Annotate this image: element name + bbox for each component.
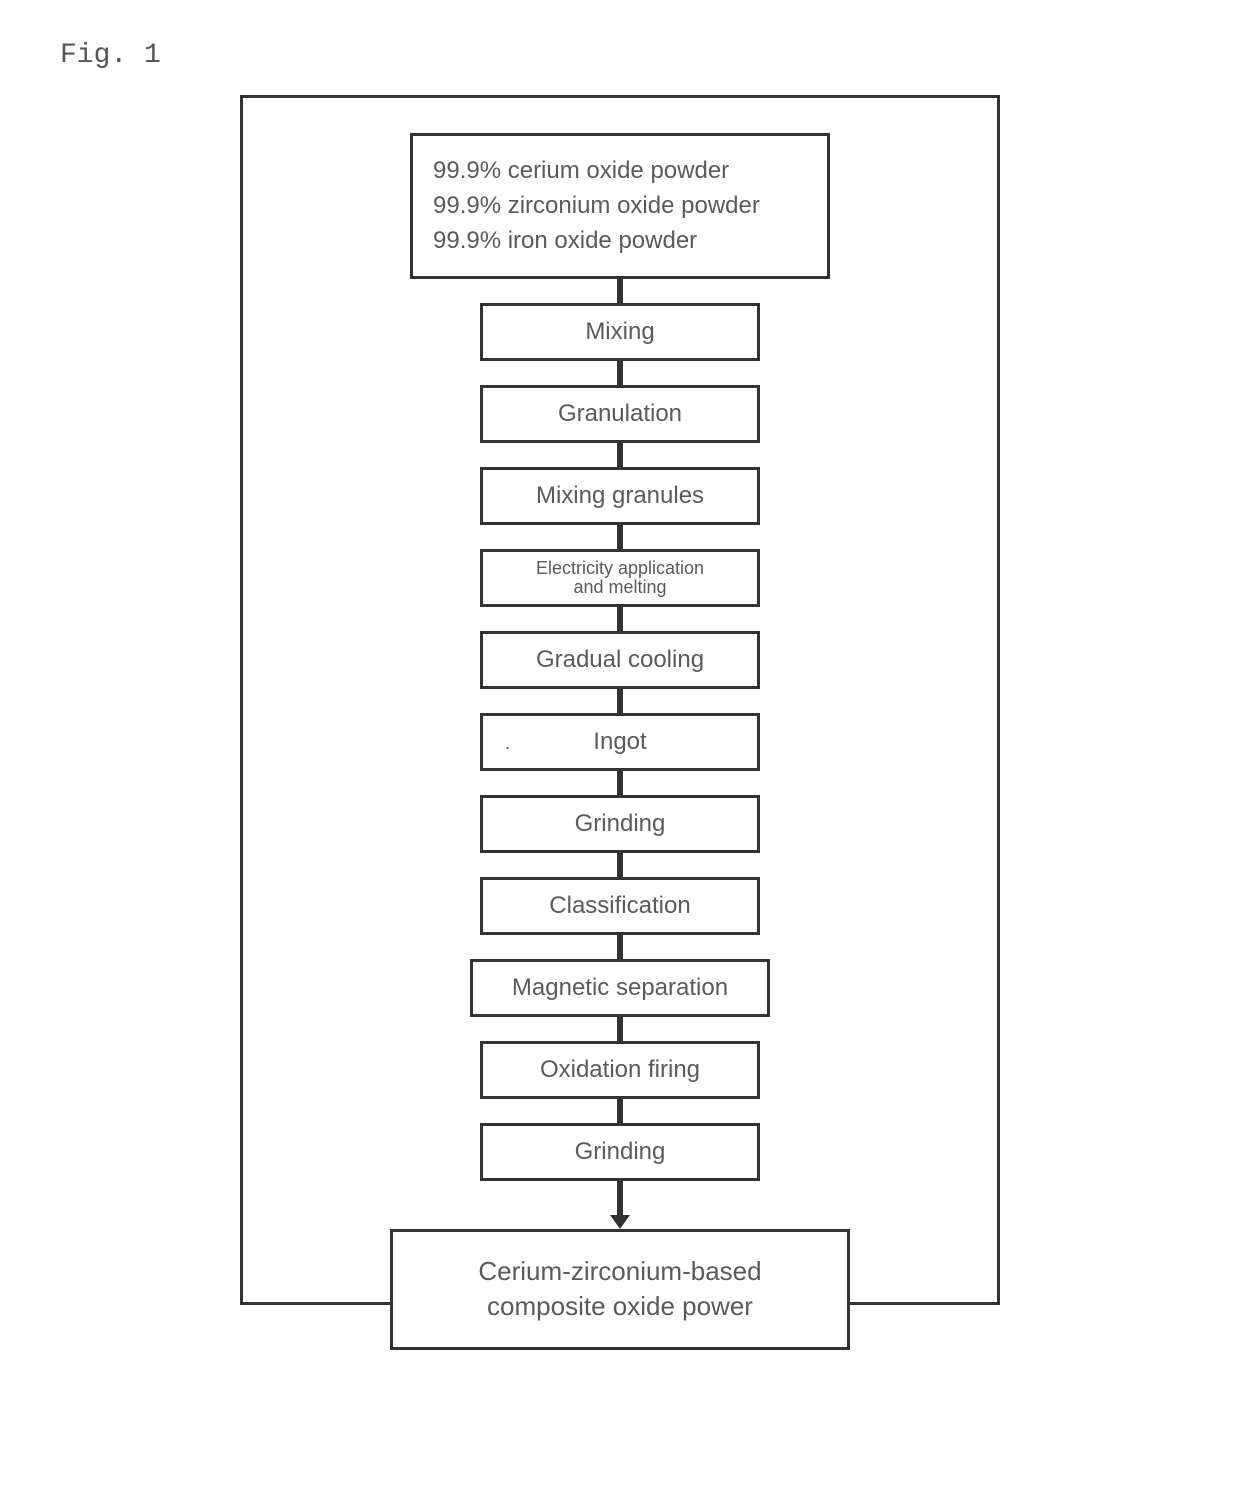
step-oxidation-firing: Oxidation firing <box>480 1041 760 1099</box>
step-label-line: Electricity application <box>536 559 704 579</box>
input-line: 99.9% zirconium oxide powder <box>433 189 807 224</box>
connector <box>617 771 623 795</box>
output-box: Cerium-zirconium-based composite oxide p… <box>390 1229 850 1349</box>
connector <box>617 689 623 713</box>
diagram-frame: 99.9% cerium oxide powder 99.9% zirconiu… <box>240 95 1000 1305</box>
step-gradual-cooling: Gradual cooling <box>480 631 760 689</box>
step-mixing: Mixing <box>480 303 760 361</box>
connector <box>617 853 623 877</box>
step-ingot: . Ingot <box>480 713 760 771</box>
step-label: Ingot <box>593 728 646 756</box>
connector <box>617 443 623 467</box>
connector <box>617 935 623 959</box>
step-label-line: and melting <box>573 578 666 598</box>
connector <box>617 1099 623 1123</box>
step-magnetic-separation: Magnetic separation <box>470 959 770 1017</box>
figure-label: Fig. 1 <box>60 40 161 71</box>
dot-mark: . <box>505 733 510 754</box>
flowchart: 99.9% cerium oxide powder 99.9% zirconiu… <box>390 133 850 1350</box>
arrow-down-icon <box>610 1215 630 1229</box>
connector <box>617 1181 623 1217</box>
step-mixing-granules: Mixing granules <box>480 467 760 525</box>
connector <box>617 361 623 385</box>
step-grinding-1: Grinding <box>480 795 760 853</box>
input-box: 99.9% cerium oxide powder 99.9% zirconiu… <box>410 133 830 279</box>
output-line: Cerium-zirconium-based <box>478 1254 761 1289</box>
step-electricity-melting: Electricity application and melting <box>480 549 760 607</box>
connector <box>617 279 623 303</box>
input-line: 99.9% cerium oxide powder <box>433 154 807 189</box>
step-grinding-2: Grinding <box>480 1123 760 1181</box>
output-line: composite oxide power <box>487 1289 753 1324</box>
connector <box>617 607 623 631</box>
connector <box>617 525 623 549</box>
step-granulation: Granulation <box>480 385 760 443</box>
input-line: 99.9% iron oxide powder <box>433 224 807 259</box>
step-classification: Classification <box>480 877 760 935</box>
connector <box>617 1017 623 1041</box>
